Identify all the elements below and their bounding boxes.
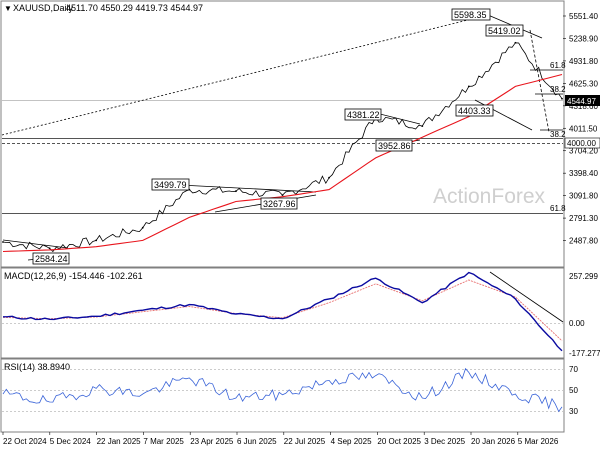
price-label-5598-text: 5598.35 xyxy=(454,10,487,20)
time-axis-label: 22 Oct 2024 xyxy=(3,437,47,446)
level-4000-tag-text: 4000.00 xyxy=(567,139,596,148)
triangle-line-top xyxy=(379,113,421,125)
price-label-2584-text: 2584.24 xyxy=(35,254,68,264)
price-axis-label: 3704.20 xyxy=(569,147,598,156)
price-series xyxy=(2,41,563,253)
macd-line xyxy=(2,271,563,352)
macd-trend-line xyxy=(489,271,564,323)
price-axis-label: 4625.30 xyxy=(569,79,598,88)
price-label-3267: 3267.96 xyxy=(260,197,298,210)
early-line-top xyxy=(2,239,69,249)
time-axis-label: 22 Jan 2025 xyxy=(97,437,142,446)
rsi-tick-30: 30 xyxy=(569,407,578,416)
price-point xyxy=(141,226,144,229)
price-axis-label: 4011.50 xyxy=(569,124,598,133)
macd-signal-line xyxy=(2,279,563,342)
fib-label-382-lower: 38.2 xyxy=(550,130,566,139)
price-axis-label: 2791.30 xyxy=(569,214,598,223)
price-axis-label: 2487.80 xyxy=(569,237,598,246)
time-axis-label: 7 Mar 2025 xyxy=(143,437,184,446)
macd-series xyxy=(2,271,563,352)
price-line xyxy=(2,42,563,253)
macd-tick-bottom: -177.277 xyxy=(569,349,600,358)
rsi-label: RSI(14) 38.8940 xyxy=(4,362,70,372)
time-axis: 22 Oct 2024 5 Dec 2024 22 Jan 2025 7 Mar 20… xyxy=(2,432,559,446)
price-point xyxy=(467,85,470,88)
time-axis-label: 6 Jun 2025 xyxy=(237,437,277,446)
last-price-tag: 4544.97 xyxy=(565,95,600,106)
price-point xyxy=(48,247,51,250)
price-panel-frame xyxy=(0,0,565,268)
price-point xyxy=(421,125,424,128)
price-point xyxy=(328,176,330,179)
time-axis-label: 22 Jul 2025 xyxy=(284,437,326,446)
rsi-line xyxy=(2,367,563,413)
rsi-tick-70: 70 xyxy=(569,365,578,374)
price-label-4381: 4381.22 xyxy=(344,108,382,121)
price-label-3499: 3499.79 xyxy=(151,178,190,191)
time-axis-label: 4 Sep 2025 xyxy=(331,437,372,446)
price-label-4381-text: 4381.22 xyxy=(347,110,380,120)
time-axis-label: 5 Mar 2026 xyxy=(518,437,559,446)
rsi-panel-frame xyxy=(0,358,565,433)
price-axis-label: 5551.40 xyxy=(569,12,598,21)
price-axis-label: 5238.90 xyxy=(569,34,598,43)
price-label-3267-text: 3267.96 xyxy=(263,199,296,209)
time-axis-label: 20 Oct 2025 xyxy=(377,437,421,446)
price-axis-label: 4318.60 xyxy=(569,102,598,111)
price-label-4403: 4403.33 xyxy=(455,104,494,117)
price-point xyxy=(95,239,98,242)
time-axis-label: 20 Jan 2026 xyxy=(471,437,516,446)
wedge-line-top xyxy=(179,184,317,193)
chart-symbol-arrow: ▼ xyxy=(4,4,12,13)
price-label-5419-text: 5419.02 xyxy=(488,26,521,36)
price-point xyxy=(2,241,4,243)
macd-panel-frame xyxy=(0,267,565,359)
macd-label: MACD(12,26,9) -154.446 -102.261 xyxy=(4,271,143,281)
sma-line xyxy=(2,73,563,253)
watermark: ActionForex xyxy=(433,185,546,208)
price-label-4403-text: 4403.33 xyxy=(458,106,491,116)
price-point xyxy=(281,194,284,197)
fib-label-618-upper: 61.8 xyxy=(550,61,566,70)
macd-tick-zero: 0.00 xyxy=(569,319,585,328)
price-label-3499-text: 3499.79 xyxy=(154,180,187,190)
macd-tick-top: 257.299 xyxy=(569,272,598,281)
time-axis-label: 5 Dec 2024 xyxy=(50,437,91,446)
fib-label-382-upper: 38.2 xyxy=(550,85,566,94)
long-trend-line xyxy=(1,14,489,136)
rsi-tick-50: 50 xyxy=(569,386,578,395)
price-label-3952: 3952.86 xyxy=(375,139,413,152)
price-axis-label: 3398.40 xyxy=(569,169,598,178)
price-axis: 5551.40 5238.90 4931.80 4625.30 4318.60 4011.… xyxy=(563,12,598,246)
time-axis-label: 23 Apr 2025 xyxy=(190,437,234,446)
chart-symbol: XAUUSD,Daily xyxy=(13,3,74,13)
last-price-tag-text: 4544.97 xyxy=(567,97,596,106)
price-axis-label: 4931.80 xyxy=(569,57,598,66)
fib-projection-line xyxy=(529,29,550,133)
price-label-3952-text: 3952.86 xyxy=(378,141,411,151)
level-4000-tag: 4000.00 xyxy=(564,137,600,149)
price-point xyxy=(561,97,563,100)
price-axis-label: 3091.80 xyxy=(569,192,598,201)
price-label-5419: 5419.02 xyxy=(485,24,524,37)
price-label-5598: 5598.35 xyxy=(451,8,491,21)
rsi-series xyxy=(2,367,563,413)
time-axis-label: 3 Dec 2025 xyxy=(424,437,465,446)
price-label-2584: 2584.24 xyxy=(32,252,70,265)
fib-label-618-lower: 61.8 xyxy=(550,204,566,213)
price-point xyxy=(235,190,237,193)
chart-ohlc: 4511.70 4550.29 4419.73 4544.97 xyxy=(66,3,203,13)
price-point xyxy=(514,41,517,44)
